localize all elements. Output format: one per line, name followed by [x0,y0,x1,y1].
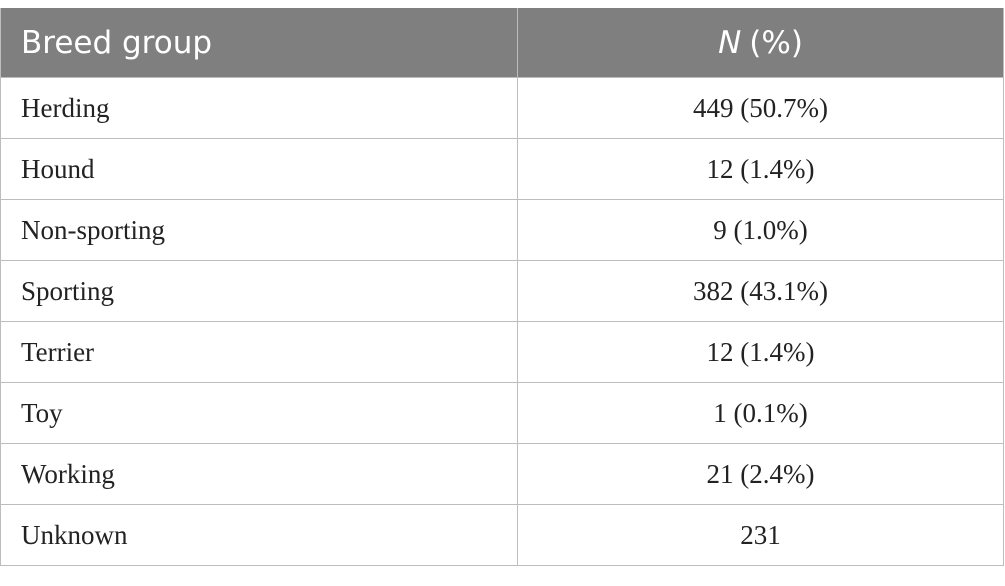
breed-cell: Terrier [0,321,518,383]
table-row: Terrier 12 (1.4%) [0,321,1004,383]
count-cell: 21 (2.4%) [517,443,1004,505]
count-cell: 12 (1.4%) [517,321,1004,383]
table-row: Toy 1 (0.1%) [0,382,1004,444]
table-row: Non-sporting 9 (1.0%) [0,199,1004,261]
count-cell: 1 (0.1%) [517,382,1004,444]
header-row: Breed group N (%) [0,8,1004,78]
data-table: Breed group N (%) Herding 449 (50.7%) Hound… [0,8,1004,566]
breed-cell: Sporting [0,260,518,322]
count-cell: 382 (43.1%) [517,260,1004,322]
table-row: Herding 449 (50.7%) [0,77,1004,139]
breed-cell: Working [0,443,518,505]
table-row: Working 21 (2.4%) [0,443,1004,505]
table-row: Hound 12 (1.4%) [0,138,1004,200]
header-cell: N (%) [517,8,1004,78]
count-cell: 12 (1.4%) [517,138,1004,200]
table-body: Herding 449 (50.7%) Hound 12 (1.4%) Non-spor… [0,77,1004,566]
count-cell: 231 [517,504,1004,566]
breed-cell: Hound [0,138,518,200]
table-row: Sporting 382 (43.1%) [0,260,1004,322]
breed-cell: Non-sporting [0,199,518,261]
breed-cell: Toy [0,382,518,444]
header-italic: N [718,24,742,61]
table-row: Unknown 231 [0,504,1004,566]
breed-cell: Unknown [0,504,518,566]
count-cell: 9 (1.0%) [517,199,1004,261]
header-text: (%) [749,24,803,61]
header-cell: Breed group [0,8,518,78]
count-cell: 449 (50.7%) [517,77,1004,139]
breed-cell: Herding [0,77,518,139]
